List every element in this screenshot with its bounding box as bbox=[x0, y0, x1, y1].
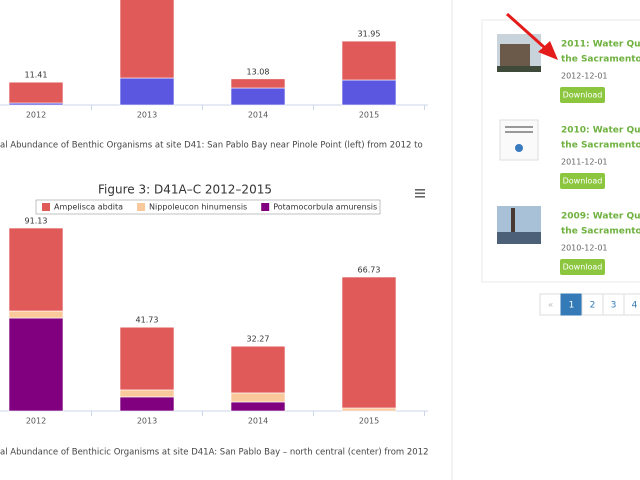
menu-icon[interactable] bbox=[415, 189, 425, 198]
bar-segment bbox=[230, 345, 286, 394]
bar-segment bbox=[230, 392, 286, 403]
page-number: 4 bbox=[632, 301, 638, 311]
x-tick-label: 2015 bbox=[359, 111, 379, 120]
bar-segment bbox=[119, 326, 175, 391]
data-label: 91.13 bbox=[25, 217, 48, 226]
annotation-arrow bbox=[505, 12, 558, 60]
thumb-tower bbox=[511, 208, 515, 240]
item-title[interactable]: 2010: Water Quality bbox=[561, 126, 640, 136]
data-label: 11.41 bbox=[25, 71, 48, 80]
item-title[interactable]: the Sacramento-Sa bbox=[561, 55, 640, 65]
data-label: 41.73 bbox=[136, 316, 159, 325]
page-button[interactable] bbox=[623, 293, 640, 316]
bar-segment bbox=[8, 310, 64, 319]
bar-segment bbox=[230, 401, 286, 412]
x-tick-label: 2012 bbox=[26, 111, 46, 120]
thumb-ground bbox=[497, 66, 541, 72]
legend-label[interactable]: Potamocorbula amurensis bbox=[273, 203, 377, 212]
data-label: 66.73 bbox=[358, 266, 381, 275]
bar-segment bbox=[8, 102, 64, 106]
data-label: 13.08 bbox=[247, 67, 270, 76]
thumbnail[interactable] bbox=[499, 119, 539, 161]
caption: al Abundance of Benthicic Organisms at s… bbox=[0, 448, 429, 458]
item-date: 2012-12-01 bbox=[561, 72, 608, 81]
arrow-head bbox=[538, 41, 558, 60]
bar-segment bbox=[341, 40, 397, 81]
bar-segment bbox=[8, 317, 64, 412]
x-tick-label: 2013 bbox=[137, 111, 157, 120]
bar-segment bbox=[341, 407, 397, 412]
arrow-shaft bbox=[505, 12, 547, 50]
download-label: Download bbox=[563, 263, 603, 272]
legend-swatch bbox=[42, 203, 50, 211]
bar-segment bbox=[119, 77, 175, 106]
page-number: 3 bbox=[611, 301, 617, 311]
legend-label[interactable]: Nippoleucon hinumensis bbox=[149, 203, 247, 212]
bar-segment bbox=[230, 78, 286, 89]
x-tick-label: 2012 bbox=[26, 417, 46, 426]
bar-segment bbox=[8, 81, 64, 104]
caption: al Abundance of Benthic Organisms at sit… bbox=[0, 141, 423, 151]
thumb-water bbox=[497, 232, 541, 244]
x-tick-label: 2013 bbox=[137, 417, 157, 426]
x-tick-label: 2015 bbox=[359, 417, 379, 426]
bar-segment bbox=[230, 87, 286, 106]
page-number: 2 bbox=[590, 301, 596, 311]
legend-label[interactable]: Ampelisca abdita bbox=[54, 203, 123, 212]
bar-segment bbox=[119, 396, 175, 412]
legend-box bbox=[35, 199, 381, 215]
item-date: 2011-12-01 bbox=[561, 158, 608, 167]
item-title[interactable]: 2009: Water Quality bbox=[561, 212, 640, 222]
bar-segment bbox=[341, 79, 397, 106]
item-title[interactable]: the Sacramento-Sa bbox=[561, 227, 640, 237]
data-label: 31.95 bbox=[358, 30, 381, 39]
download-label: Download bbox=[563, 177, 603, 186]
download-label: Download bbox=[563, 91, 603, 100]
page-number: 1 bbox=[569, 301, 575, 311]
menu-bar bbox=[415, 192, 425, 195]
item-title[interactable]: 2011: Water Quality bbox=[561, 40, 640, 50]
bar-segment bbox=[119, 0, 175, 79]
page-prev-label: « bbox=[548, 301, 554, 311]
bar-segment bbox=[8, 227, 64, 312]
thumbnail[interactable] bbox=[497, 206, 541, 244]
download-button[interactable] bbox=[560, 173, 605, 189]
legend-swatch bbox=[137, 203, 146, 211]
item-title[interactable]: the Sacramento-Sa bbox=[561, 141, 640, 151]
thumb-line bbox=[505, 126, 533, 128]
thumbnail[interactable] bbox=[497, 34, 541, 72]
bar-segment bbox=[341, 276, 397, 409]
download-button[interactable] bbox=[560, 259, 605, 275]
menu-bar bbox=[415, 196, 425, 198]
bar-segment bbox=[119, 389, 175, 398]
thumb-line bbox=[505, 131, 533, 133]
x-tick-label: 2014 bbox=[248, 111, 268, 120]
legend-swatch bbox=[261, 203, 270, 211]
thumb-logo bbox=[515, 144, 523, 152]
download-button[interactable] bbox=[560, 87, 605, 103]
x-tick-label: 2014 bbox=[248, 417, 268, 426]
chart-title: Figure 3: D41A–C 2012–2015 bbox=[98, 183, 272, 197]
item-date: 2010-12-01 bbox=[561, 244, 608, 253]
data-label: 32.27 bbox=[247, 335, 270, 344]
menu-bar bbox=[415, 189, 425, 191]
